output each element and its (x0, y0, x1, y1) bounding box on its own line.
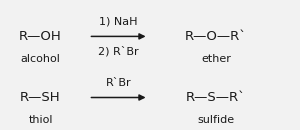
Text: ether: ether (201, 54, 231, 64)
Text: 1) NaH: 1) NaH (99, 17, 138, 26)
Text: R`Br: R`Br (106, 78, 131, 87)
Text: R—SH: R—SH (20, 91, 61, 104)
Text: 2) R`Br: 2) R`Br (98, 46, 139, 57)
Text: R—S—R`: R—S—R` (186, 91, 246, 104)
Text: sulfide: sulfide (197, 115, 235, 125)
Text: R—OH: R—OH (19, 30, 62, 43)
Text: alcohol: alcohol (21, 54, 60, 64)
Text: thiol: thiol (28, 115, 53, 125)
Text: R—O—R`: R—O—R` (185, 30, 247, 43)
